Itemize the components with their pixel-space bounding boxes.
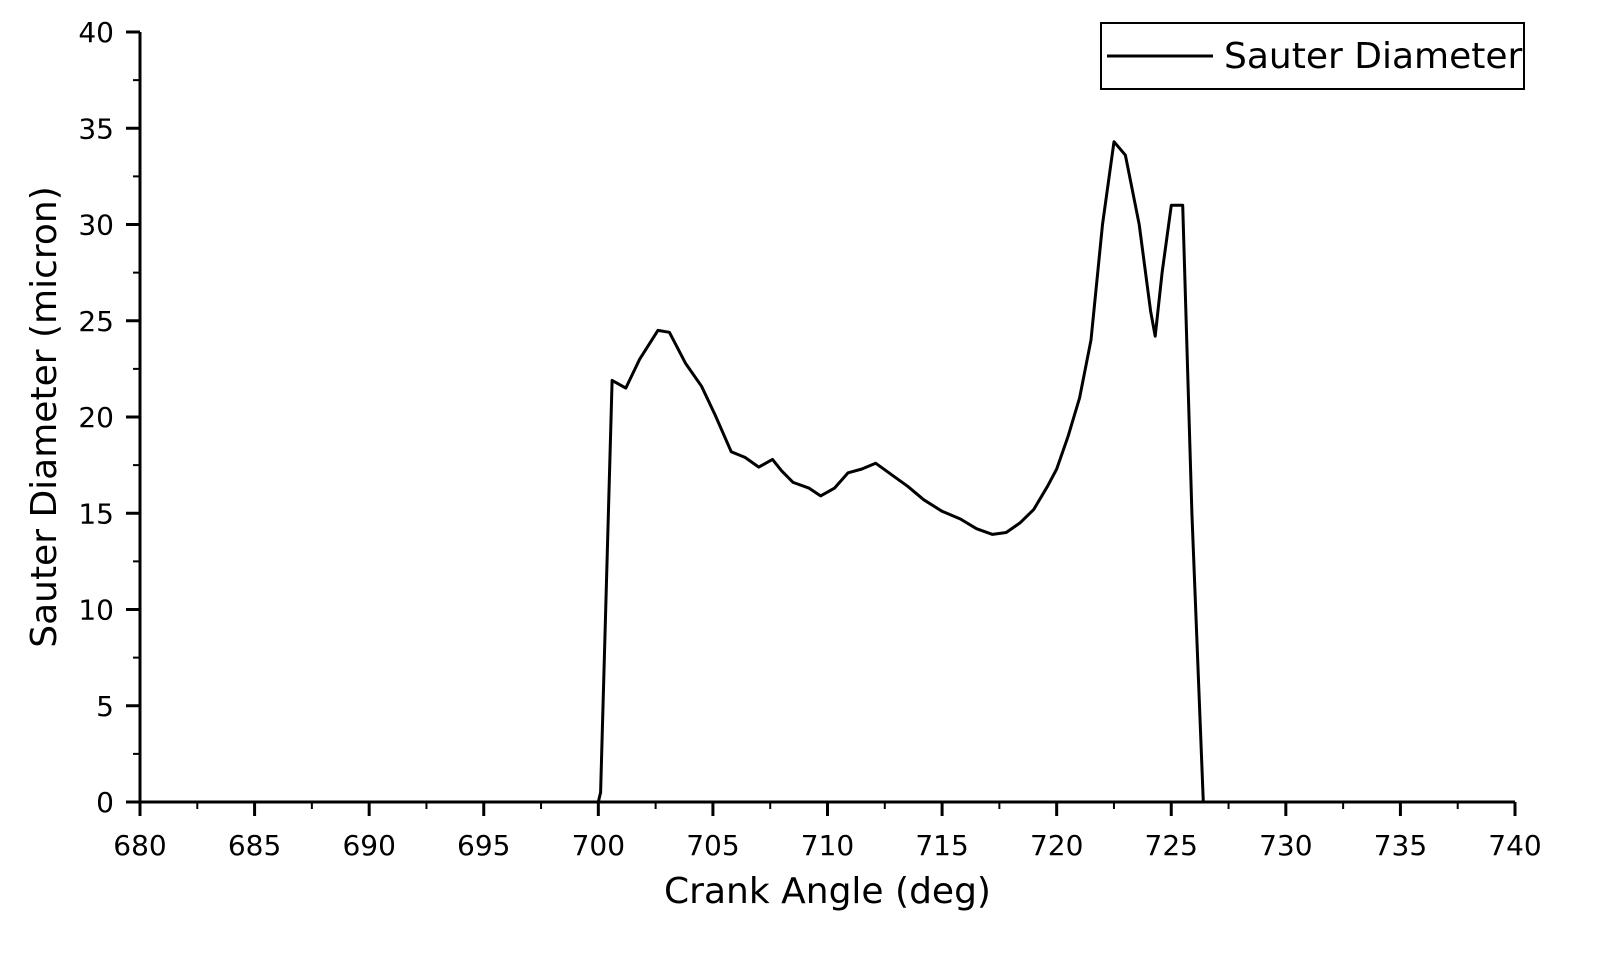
x-tick-label: 690 <box>342 829 395 862</box>
x-tick-label: 740 <box>1488 829 1541 862</box>
y-tick-label: 25 <box>78 305 114 338</box>
y-tick-label: 15 <box>78 497 114 530</box>
x-tick-label: 725 <box>1145 829 1198 862</box>
x-axis-title: Crank Angle (deg) <box>664 871 991 912</box>
x-tick-label: 680 <box>113 829 166 862</box>
y-tick-label: 20 <box>78 401 114 434</box>
x-tick-label: 705 <box>686 829 739 862</box>
x-tick-label: 720 <box>1030 829 1083 862</box>
x-tick-label: 715 <box>915 829 968 862</box>
y-axis-ticks: 0 5 10 15 20 25 30 35 40 <box>78 16 140 819</box>
x-tick-label: 695 <box>457 829 510 862</box>
x-axis-ticks: 680 685 690 695 700 705 710 715 720 725 730 735 740 <box>113 802 1542 862</box>
series-line-sauter-diameter <box>140 140 1515 804</box>
legend-entry-sauter-diameter: Sauter Diameter <box>1224 36 1523 77</box>
x-tick-label: 735 <box>1374 829 1427 862</box>
y-tick-label: 5 <box>96 690 114 723</box>
x-tick-label: 685 <box>228 829 281 862</box>
x-tick-label: 700 <box>572 829 625 862</box>
legend: Sauter Diameter <box>1100 22 1525 90</box>
y-axis-title: Sauter Diameter (micron) <box>24 186 65 648</box>
y-tick-label: 35 <box>78 112 114 145</box>
x-tick-label: 730 <box>1259 829 1312 862</box>
y-tick-label: 40 <box>78 16 114 49</box>
y-tick-label: 0 <box>96 786 114 819</box>
y-tick-label: 30 <box>78 209 114 242</box>
series-group <box>140 140 1515 804</box>
y-tick-label: 10 <box>78 594 114 627</box>
x-tick-label: 710 <box>801 829 854 862</box>
